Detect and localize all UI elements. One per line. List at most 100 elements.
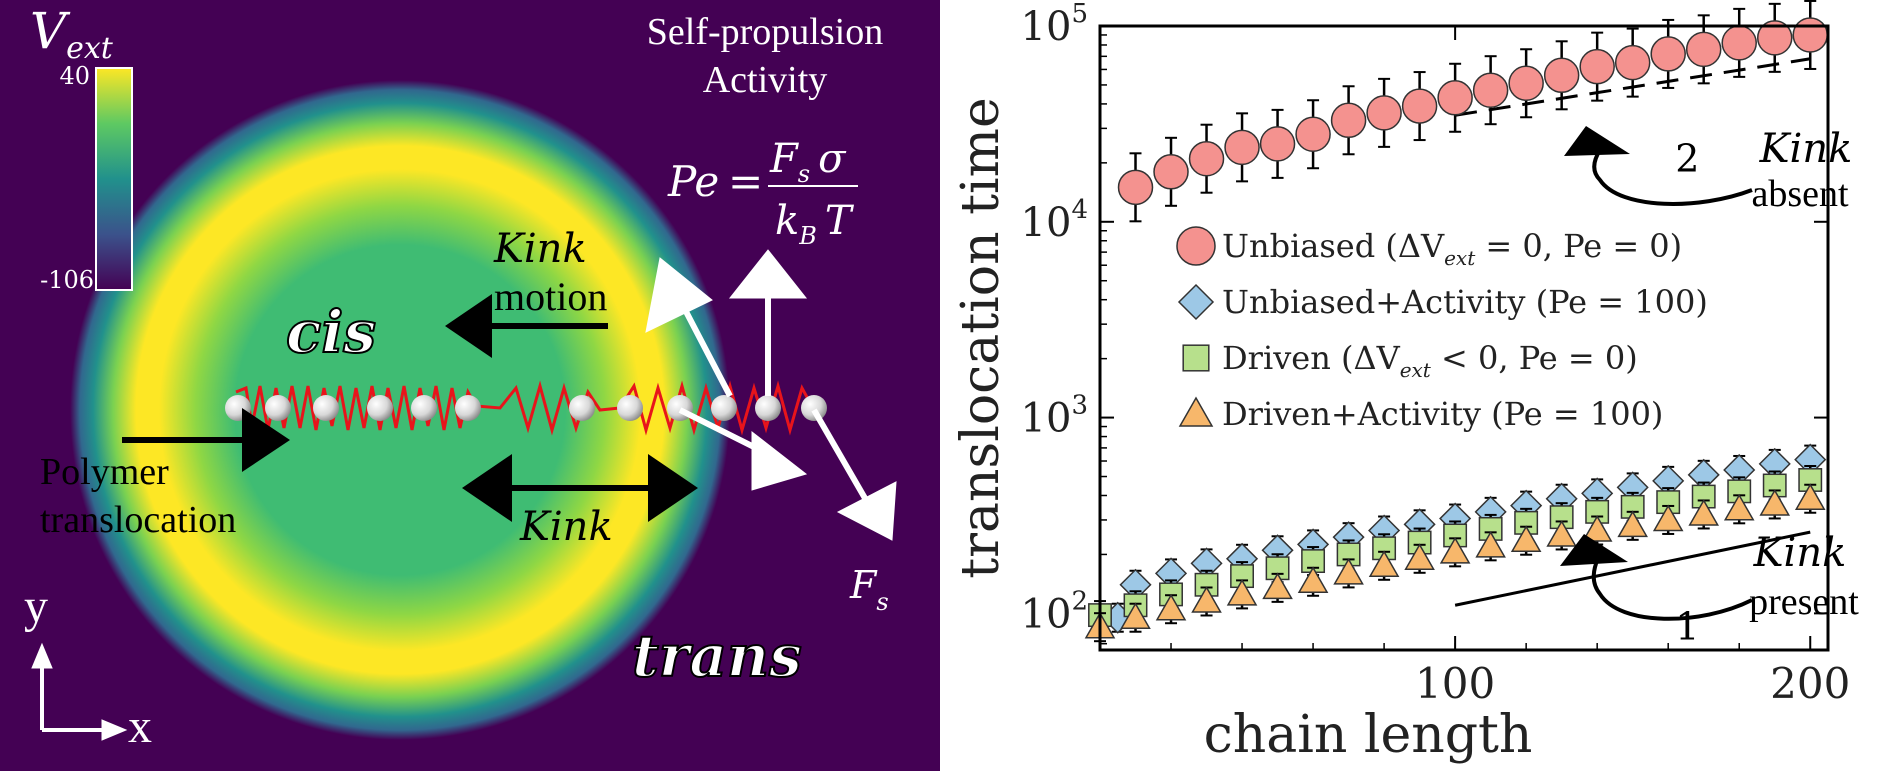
cis-label: cis — [286, 298, 376, 366]
data-point-circle — [1792, 17, 1828, 53]
axis-x-label: x — [128, 700, 152, 753]
annotation-kink-top: Kink — [1759, 126, 1853, 172]
colorbar-gradient — [95, 67, 133, 291]
data-point-triangle — [1297, 566, 1329, 594]
polymer-bead — [617, 395, 643, 421]
polymer-bead — [569, 395, 595, 421]
annotation-absent: absent — [1751, 173, 1849, 215]
data-point-triangle — [1475, 530, 1506, 558]
pe-lhs: Pe — [667, 157, 719, 206]
kink-motion-arrow — [445, 294, 608, 358]
data-point-triangle — [1510, 525, 1542, 552]
slope-label: 2 — [1675, 136, 1699, 180]
activity-title-line1: Self-propulsion — [647, 11, 883, 53]
y-axis-label: translocation time — [951, 97, 1011, 578]
annotation-arrow-bottom — [1560, 534, 1753, 621]
y-tick-label: 104 — [1021, 195, 1088, 246]
data-point-circle — [1224, 129, 1260, 166]
simulation-panel: Vext 40 -106 Self-propulsion Activity Pe… — [0, 0, 940, 771]
polymer-bead — [411, 395, 437, 421]
slope-label: 1 — [1675, 604, 1699, 648]
data-point-triangle — [1652, 504, 1684, 532]
colorbar-max-label: 40 — [59, 62, 90, 90]
self-propulsion-arrows — [645, 249, 897, 541]
colorbar-min-label: -106 — [40, 266, 94, 294]
data-point-triangle — [1120, 602, 1151, 629]
activity-title-line2: Activity — [703, 59, 828, 101]
fs-label: Fs — [849, 563, 889, 616]
data-point-circle — [1685, 31, 1722, 68]
reference-line-solid — [1454, 530, 1811, 607]
polymer-label-1: Polymer — [40, 451, 169, 493]
translocation-arrow — [122, 408, 290, 472]
data-point-circle — [1721, 25, 1757, 61]
data-point-triangle — [1404, 543, 1435, 571]
data-point-triangle — [1617, 510, 1648, 538]
kink-motion-label-2: motion — [494, 274, 607, 319]
data-point-circle — [1543, 57, 1580, 94]
y-tick-label: 102 — [1021, 586, 1088, 637]
polymer-bead — [455, 395, 481, 421]
data-point-triangle — [1794, 483, 1826, 510]
plot-frame — [1098, 24, 1830, 652]
kink-label: Kink — [519, 504, 613, 550]
y-tick-label: 105 — [1021, 0, 1088, 50]
data-point-triangle — [1546, 519, 1577, 547]
data-point-triangle — [1155, 593, 1187, 621]
legend-marker-diamond — [1177, 283, 1215, 321]
data-point-circle — [1579, 48, 1615, 85]
legend-label: Driven+Activity (Pe = 100) — [1222, 395, 1663, 433]
pe-denominator: kB T — [775, 198, 855, 250]
legend-marker-circle — [1176, 226, 1216, 266]
data-point-circle — [1117, 169, 1154, 206]
data-point-circle — [1153, 154, 1189, 190]
legend-label: Unbiased+Activity (Pe = 100) — [1222, 283, 1708, 321]
data-point-circle — [1472, 72, 1509, 108]
axis-y-label: y — [24, 580, 48, 633]
polymer-bead — [711, 395, 737, 421]
annotation-present: present — [1749, 581, 1859, 623]
data-point-circle — [1756, 20, 1793, 56]
colorbar-title: Vext — [30, 2, 114, 66]
x-axis-label: chain length — [1204, 705, 1533, 765]
data-point-triangle — [1333, 557, 1364, 585]
legend: Unbiased (ΔVext = 0, Pe = 0) Unbiased+Act… — [1176, 226, 1708, 433]
data-point-triangle — [1226, 578, 1258, 606]
polymer-bead — [755, 395, 781, 421]
data-point-circle — [1650, 36, 1686, 72]
annotation-arrow-top — [1564, 126, 1753, 206]
legend-marker-square — [1182, 344, 1210, 372]
trans-label: trans — [632, 622, 802, 690]
polymer-spring — [235, 380, 816, 436]
data-point-triangle — [1191, 585, 1222, 613]
polymer-bead — [265, 395, 291, 421]
x-tick-label: 200 — [1770, 659, 1850, 708]
peclet-formula: Pe = Fs σ kB T — [667, 136, 858, 250]
x-tick-label: 100 — [1415, 659, 1495, 708]
data-point-circle — [1188, 140, 1225, 177]
polymer-bead — [801, 395, 827, 421]
data-point-circle — [1437, 80, 1473, 116]
data-point-circle — [1614, 44, 1651, 81]
chart-marks: 21 — [1084, 0, 1828, 648]
data-point-triangle — [1368, 550, 1400, 578]
data-point-triangle — [1262, 572, 1293, 600]
kink-double-arrow — [462, 454, 698, 522]
legend-label: Driven (ΔVext < 0, Pe = 0) — [1222, 339, 1638, 382]
data-point-triangle — [1723, 493, 1755, 521]
polymer-bead — [367, 395, 393, 421]
data-point-circle — [1259, 126, 1296, 162]
data-point-circle — [1508, 65, 1544, 102]
polymer-label-2: translocation — [40, 499, 236, 541]
legend-label: Unbiased (ΔVext = 0, Pe = 0) — [1222, 227, 1682, 270]
y-tick-label: 103 — [1021, 391, 1088, 442]
data-point-circle — [1330, 102, 1367, 139]
annotation-kink-bottom: Kink — [1753, 530, 1847, 576]
data-point-triangle — [1439, 536, 1471, 564]
xy-axes — [31, 642, 128, 741]
data-point-circle — [1366, 95, 1402, 131]
polymer-bead — [313, 395, 339, 421]
pe-equals: = — [728, 157, 763, 206]
